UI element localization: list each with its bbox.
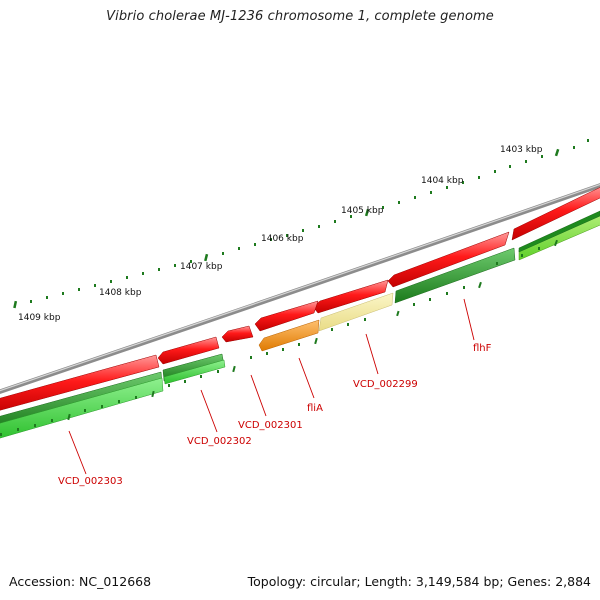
gene-arrow <box>163 359 226 385</box>
gene-arrow <box>221 325 254 343</box>
kbp-label-1407: 1407 kbp <box>180 262 223 272</box>
gene-label-fliA: fliA <box>307 403 323 414</box>
gene-arrow <box>312 279 389 314</box>
gene-label-VCD_002301: VCD_002301 <box>238 420 303 431</box>
gene-arrow <box>0 354 160 411</box>
gene-arrow <box>318 292 394 332</box>
gene-label-VCD_002303: VCD_002303 <box>58 476 123 487</box>
gene-label-VCD_002302: VCD_002302 <box>187 436 252 447</box>
major-ticks <box>13 148 560 309</box>
kbp-label-1405: 1405 kbp <box>341 206 384 216</box>
minor-ticks <box>30 139 589 303</box>
genome-summary: Topology: circular; Length: 3,149,584 bp… <box>247 574 591 589</box>
kbp-label-1404: 1404 kbp <box>421 176 464 186</box>
reverse-strand-genes <box>0 210 600 439</box>
map-title: Vibrio cholerae MJ-1236 chromosome 1, co… <box>106 9 494 24</box>
gene-label-lines <box>68 298 475 475</box>
gene-arrow <box>511 187 600 241</box>
kbp-labels: 1403 kbp 1404 kbp 1405 kbp 1406 kbp 1407… <box>18 145 543 323</box>
inner-ticks <box>0 239 558 436</box>
gene-arrow <box>254 300 319 332</box>
gene-arrow <box>258 319 320 352</box>
genome-backbone <box>0 183 600 394</box>
kbp-label-1409: 1409 kbp <box>18 313 61 323</box>
gene-arrow <box>157 336 220 365</box>
forward-strand-genes <box>0 187 600 411</box>
accession-text: Accession: NC_012668 <box>9 574 152 589</box>
tick-marks <box>13 139 589 309</box>
kbp-label-1403: 1403 kbp <box>500 145 543 155</box>
kbp-label-1406: 1406 kbp <box>261 234 304 244</box>
gene-arrow <box>387 231 510 288</box>
gene-label-flhF: flhF <box>473 343 492 354</box>
gene-arrow <box>518 210 600 253</box>
kbp-label-1408: 1408 kbp <box>99 288 142 298</box>
gene-label-VCD_002299: VCD_002299 <box>353 379 418 390</box>
gene-labels: flhF VCD_002299 fliA VCD_002301 VCD_0023… <box>58 343 492 487</box>
gene-arrow <box>394 247 516 304</box>
gene-arrow <box>0 377 164 439</box>
